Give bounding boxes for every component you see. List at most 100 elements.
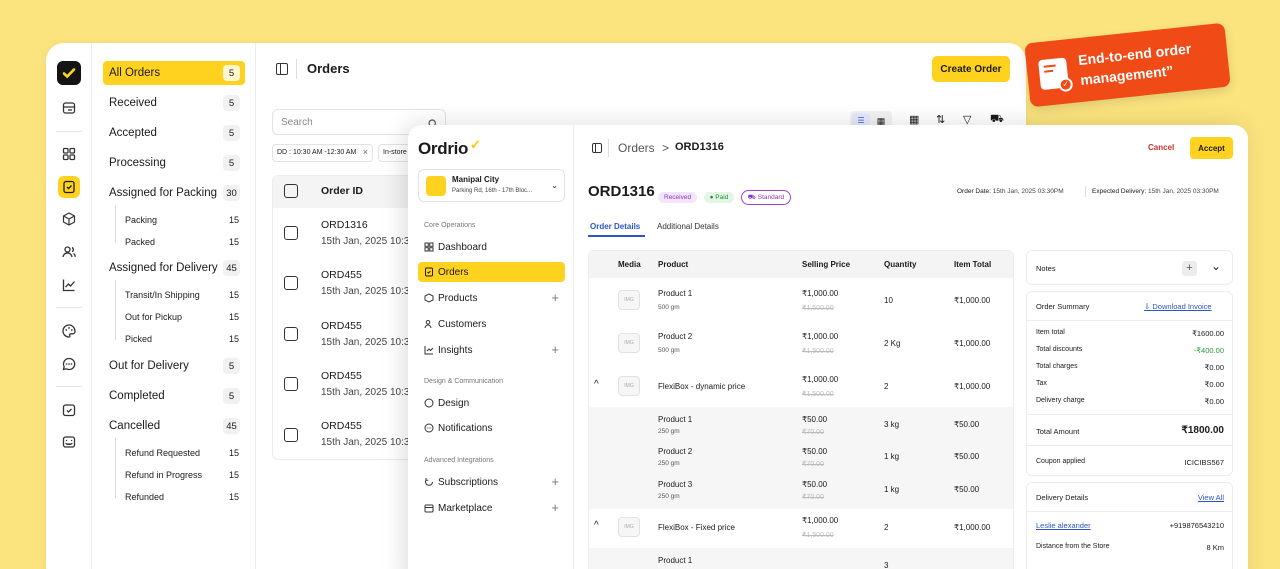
expected-delivery-info: Expected Delivery: 15th Jan, 2025 03:30P… — [1092, 188, 1219, 195]
status-count: 5 — [223, 65, 240, 81]
order-id[interactable]: ORD455 — [321, 370, 362, 382]
download-invoice-link[interactable]: ⇩ Download Invoice — [1144, 302, 1212, 311]
flexibox-children-bg — [589, 407, 1013, 509]
nav-products[interactable]: Products + — [418, 288, 565, 308]
row-checkbox[interactable] — [284, 226, 298, 240]
row-checkbox[interactable] — [284, 428, 298, 442]
close-icon[interactable]: × — [362, 147, 368, 157]
chart-icon — [424, 345, 434, 355]
app-nav: Ordrio ✓ Manipal City Parking Rd, 16th -… — [408, 125, 574, 569]
status-cancelled[interactable]: Cancelled 45 — [103, 414, 245, 438]
product-variant: 500 gm — [658, 347, 680, 354]
plus-icon[interactable]: + — [551, 342, 559, 357]
accept-button[interactable]: Accept — [1190, 137, 1233, 159]
chevron-up-icon[interactable]: ^ — [594, 379, 599, 390]
product-name[interactable]: Product 1 — [658, 289, 693, 298]
search-input[interactable]: Search — [272, 109, 446, 135]
view-all-link[interactable]: View All — [1197, 493, 1224, 502]
nav-insights[interactable]: Insights + — [418, 340, 565, 360]
nav-notifications[interactable]: Notifications — [418, 418, 565, 438]
order-id[interactable]: ORD1316 — [321, 219, 368, 231]
filter-chip-date[interactable]: DD : 10:30 AM -12:30 AM × — [272, 144, 373, 162]
status-processing[interactable]: Processing 5 — [103, 151, 245, 175]
row-checkbox[interactable] — [284, 377, 298, 391]
users-icon[interactable] — [58, 241, 80, 263]
chat-icon[interactable] — [58, 353, 80, 375]
substatus-out-for-pickup[interactable]: Out for Pickup 15 — [125, 308, 245, 326]
nav-subscriptions[interactable]: Subscriptions + — [418, 472, 565, 492]
status-accepted[interactable]: Accepted 5 — [103, 121, 245, 145]
status-all-orders[interactable]: All Orders 5 — [103, 61, 245, 85]
store-address: Parking Rd, 16th - 17th Bloc... — [452, 188, 533, 194]
status-completed[interactable]: Completed 5 — [103, 384, 245, 408]
nav-marketplace[interactable]: Marketplace + — [418, 498, 565, 518]
substatus-refund-requested[interactable]: Refund Requested 15 — [125, 444, 245, 462]
status-assigned-delivery[interactable]: Assigned for Delivery 45 — [103, 256, 245, 280]
nav-dashboard[interactable]: Dashboard — [418, 237, 565, 257]
status-out-for-delivery[interactable]: Out for Delivery 5 — [103, 354, 245, 378]
palette-icon[interactable] — [58, 320, 80, 342]
order-id[interactable]: ORD455 — [321, 420, 362, 432]
status-badge-paid: ● Paid — [703, 192, 735, 203]
store-icon[interactable] — [58, 97, 80, 119]
order-id[interactable]: ORD455 — [321, 269, 362, 281]
sidebar-toggle-icon[interactable] — [592, 143, 602, 153]
substatus-count: 15 — [228, 470, 239, 480]
delivery-person-link[interactable]: Leslie alexander — [1036, 521, 1091, 530]
check-logo-icon[interactable] — [57, 61, 81, 85]
total-amount-value: ₹1800.00 — [1181, 425, 1224, 436]
car-icon[interactable]: ⛟ — [990, 113, 1004, 125]
breadcrumb-orders[interactable]: Orders — [618, 141, 655, 155]
download-label: Download Invoice — [1152, 302, 1212, 311]
row-checkbox[interactable] — [284, 276, 298, 290]
order-id[interactable]: ORD455 — [321, 320, 362, 332]
substatus-packing[interactable]: Packing 15 — [125, 211, 245, 229]
nav-section-core: Core Operations — [424, 222, 476, 229]
box-icon[interactable] — [58, 208, 80, 230]
grid-icon[interactable] — [58, 143, 80, 165]
store-name: Manipal City — [452, 175, 500, 184]
plus-icon[interactable]: + — [551, 290, 559, 305]
plus-icon[interactable]: + — [551, 474, 559, 489]
product-name[interactable]: Product 2 — [658, 332, 693, 341]
product-name[interactable]: Product 3 — [658, 480, 693, 489]
nav-customers[interactable]: Customers — [418, 314, 565, 334]
status-received[interactable]: Received 5 — [103, 91, 245, 115]
store-selector[interactable]: Manipal City Parking Rd, 16th - 17th Blo… — [418, 169, 565, 202]
substatus-packed[interactable]: Packed 15 — [125, 233, 245, 251]
orders-icon[interactable] — [58, 176, 80, 198]
substatus-picked[interactable]: Picked 15 — [125, 330, 245, 348]
chevron-down-icon[interactable]: ⌄ — [1211, 259, 1222, 273]
product-name[interactable]: FlexiBox - Fixed price — [658, 523, 735, 532]
badge-icon[interactable] — [58, 399, 80, 421]
status-assigned-packing[interactable]: Assigned for Packing 30 — [103, 181, 245, 205]
create-order-button[interactable]: Create Order — [932, 56, 1010, 82]
notes-card[interactable]: Notes + ⌄ — [1026, 250, 1233, 285]
product-name[interactable]: Product 2 — [658, 447, 693, 456]
grid-view-icon[interactable]: ▦ — [876, 116, 886, 126]
substatus-refunded[interactable]: Refunded 15 — [125, 488, 245, 506]
calendar-icon[interactable]: ▦ — [909, 114, 920, 126]
settings-icon[interactable] — [58, 431, 80, 453]
tab-order-details[interactable]: Order Details — [590, 222, 641, 231]
substatus-refund-progress[interactable]: Refund in Progress 15 — [125, 466, 245, 484]
row-checkbox[interactable] — [284, 327, 298, 341]
tab-additional-details[interactable]: Additional Details — [657, 222, 719, 231]
chevron-up-icon[interactable]: ^ — [594, 520, 599, 531]
substatus-transit[interactable]: Transit/In Shipping 15 — [125, 286, 245, 304]
add-note-button[interactable]: + — [1182, 261, 1197, 276]
filter-icon[interactable]: ▽ — [963, 114, 972, 126]
sort-icon[interactable]: ⇅ — [936, 114, 946, 126]
select-all-checkbox[interactable] — [284, 184, 298, 198]
tree-line — [115, 280, 116, 340]
sidebar-toggle-icon[interactable] — [276, 63, 288, 75]
product-name[interactable]: Product 1 — [658, 556, 693, 565]
nav-orders[interactable]: Orders — [418, 262, 565, 282]
cancel-button[interactable]: Cancel — [1148, 143, 1175, 152]
chart-icon[interactable] — [58, 274, 80, 296]
product-name[interactable]: Product 1 — [658, 415, 693, 424]
summary-value: ₹0.00 — [1204, 363, 1224, 372]
nav-design[interactable]: Design — [418, 393, 565, 413]
product-name[interactable]: FlexiBox - dynamic price — [658, 382, 746, 391]
plus-icon[interactable]: + — [551, 500, 559, 515]
